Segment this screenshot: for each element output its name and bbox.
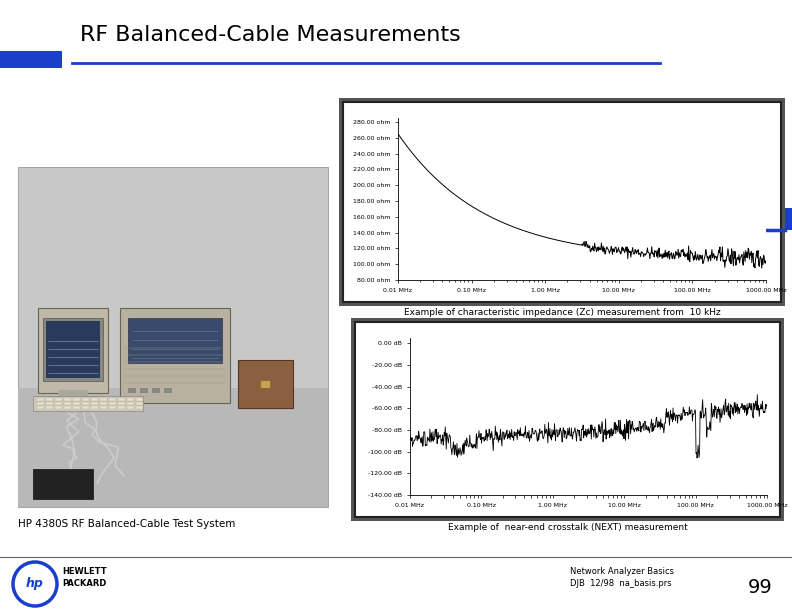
Bar [46, 398, 53, 401]
Text: PACKARD: PACKARD [62, 579, 106, 588]
Bar [136, 398, 143, 401]
Bar [127, 398, 134, 401]
Bar [55, 406, 62, 409]
Bar [37, 398, 44, 401]
Bar [48, 396, 98, 400]
Bar [109, 406, 116, 409]
Bar [55, 402, 62, 405]
Bar [118, 406, 125, 409]
Bar [64, 402, 71, 405]
Bar [127, 402, 134, 405]
Bar [343, 102, 781, 302]
Bar [18, 167, 328, 507]
Bar [37, 406, 44, 409]
Text: DJB  12/98  na_basis.prs: DJB 12/98 na_basis.prs [570, 579, 672, 588]
Bar [152, 388, 160, 393]
Bar [82, 402, 89, 405]
Bar [64, 406, 71, 409]
Bar [339, 98, 785, 306]
Bar [33, 469, 93, 499]
Bar [46, 406, 53, 409]
Bar [43, 318, 103, 381]
Text: 99: 99 [748, 578, 773, 597]
Bar [128, 388, 136, 393]
Bar [128, 318, 222, 363]
Bar [64, 398, 71, 401]
Bar [100, 402, 107, 405]
Bar [46, 321, 100, 378]
Bar [136, 402, 143, 405]
Bar [82, 406, 89, 409]
Bar [127, 406, 134, 409]
Bar [37, 402, 44, 405]
Text: RF Balanced-Cable Measurements: RF Balanced-Cable Measurements [80, 25, 461, 45]
Bar [100, 398, 107, 401]
Bar [260, 380, 270, 388]
Bar [355, 322, 780, 517]
Bar [73, 398, 80, 401]
Text: HP 4380S RF Balanced-Cable Test System: HP 4380S RF Balanced-Cable Test System [18, 519, 235, 529]
Bar [100, 406, 107, 409]
Bar [18, 388, 328, 507]
Text: hp: hp [26, 578, 44, 591]
Text: Example of characteristic impedance (Zc) measurement from  10 kHz
 to 500 kHz: Example of characteristic impedance (Zc)… [404, 308, 721, 327]
Bar [118, 402, 125, 405]
Bar [55, 398, 62, 401]
Bar [91, 406, 98, 409]
Text: Network Analyzer Basics: Network Analyzer Basics [570, 567, 674, 576]
Bar [0, 51, 62, 68]
Bar [46, 402, 53, 405]
Bar [109, 402, 116, 405]
Bar [238, 360, 293, 408]
Bar [91, 402, 98, 405]
Bar [164, 388, 172, 393]
Bar [120, 308, 230, 403]
Bar [785, 208, 792, 230]
Text: Example of  near-end crosstalk (NEXT) measurement: Example of near-end crosstalk (NEXT) mea… [447, 523, 687, 532]
Bar [109, 398, 116, 401]
Bar [73, 402, 80, 405]
Bar [351, 318, 784, 521]
Text: HEWLETT: HEWLETT [62, 567, 107, 576]
Bar [73, 406, 80, 409]
Bar [118, 398, 125, 401]
Bar [82, 398, 89, 401]
Bar [33, 396, 143, 411]
Bar [58, 390, 88, 398]
Bar [136, 406, 143, 409]
Bar [140, 388, 148, 393]
Bar [91, 398, 98, 401]
Bar [38, 308, 108, 393]
